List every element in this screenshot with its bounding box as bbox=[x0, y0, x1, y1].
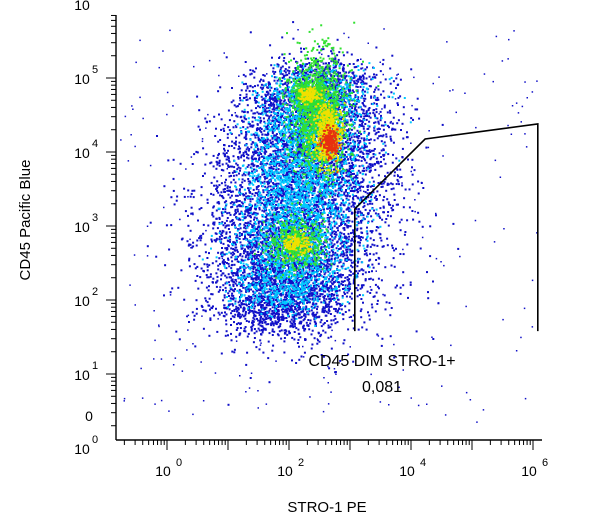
density-layer bbox=[316, 124, 342, 174]
density-layer bbox=[281, 228, 314, 261]
gate-polygon bbox=[353, 122, 539, 332]
y-tick-label: 100 bbox=[74, 434, 98, 457]
x-axis-tick-labels: 10 0 10 2 10 4 10 6 bbox=[155, 457, 548, 479]
y-axis-zero-label: 0 bbox=[85, 408, 93, 424]
x-tick-label: 10 4 bbox=[399, 457, 426, 479]
event-density-cloud bbox=[120, 21, 538, 423]
gate: CD45 DIM STRO-1+ 0,081 bbox=[308, 122, 539, 396]
y-tick-label: 102 bbox=[74, 286, 98, 309]
x-tick-label: 10 0 bbox=[155, 457, 182, 479]
y-axis-title: CD45 Pacific Blue bbox=[17, 160, 34, 281]
y-tick-label: 103 bbox=[74, 212, 98, 235]
axes: 100 102 104 106 100 101 102 103 104 105 106 0 bbox=[74, 0, 548, 479]
y-tick-label: 105 bbox=[74, 64, 98, 87]
density-layer bbox=[297, 86, 326, 106]
y-axis-ticks bbox=[106, 14, 116, 427]
y-tick-label: 106 bbox=[74, 0, 98, 13]
y-axis-tick-labels: 100 101 102 103 104 105 106 bbox=[74, 0, 98, 457]
y-tick-label: 101 bbox=[74, 360, 98, 383]
y-tick-label: 104 bbox=[74, 138, 98, 161]
x-tick-label: 10 2 bbox=[277, 457, 304, 479]
x-axis-title: STRO-1 PE bbox=[287, 499, 366, 516]
gate-label: CD45 DIM STRO-1+ bbox=[308, 353, 455, 370]
x-axis-ticks bbox=[123, 440, 534, 450]
x-tick-label: 10 6 bbox=[521, 457, 548, 479]
gate-percent: 0,081 bbox=[362, 379, 402, 396]
density-layer bbox=[120, 28, 538, 423]
